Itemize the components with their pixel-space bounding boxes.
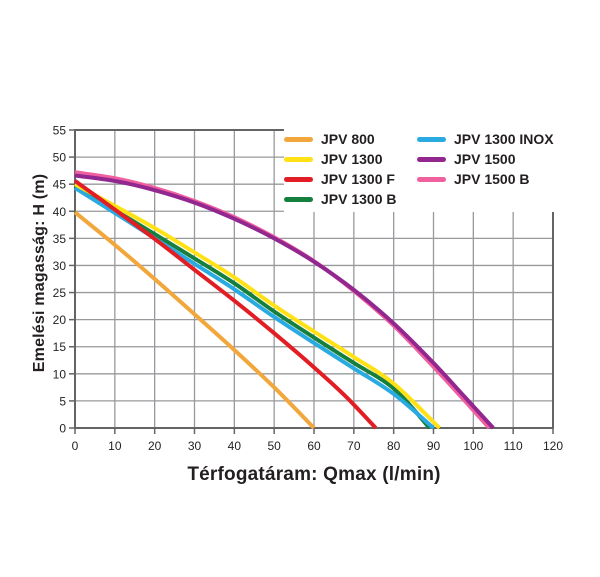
legend-item: JPV 1300 F [284, 169, 417, 189]
y-tick-label: 25 [53, 286, 67, 300]
series-curve-jpv-1300-f [73, 179, 378, 430]
y-tick-label: 35 [53, 232, 67, 246]
legend-label: JPV 1500 B [454, 171, 530, 187]
legend-label: JPV 800 [321, 131, 375, 147]
y-tick-label: 10 [53, 367, 67, 381]
legend-swatch-icon [417, 176, 446, 182]
legend-label: JPV 1300 INOX [454, 131, 554, 147]
x-tick-label: 120 [543, 439, 563, 453]
legend-swatch-icon [284, 176, 313, 182]
y-axis-title: Emelési magasság: H (m) [31, 173, 48, 373]
x-axis-title: Térfogatáram: Qmax (l/min) [187, 464, 441, 485]
y-tick-label: 15 [53, 340, 67, 354]
y-tick-label: 0 [59, 422, 66, 436]
series-curve-jpv-1300 [74, 182, 441, 430]
x-tick-label: 10 [108, 439, 122, 453]
x-tick-label: 70 [347, 439, 361, 453]
x-tick-label: 0 [72, 439, 79, 453]
legend-swatch-icon [284, 136, 313, 142]
y-tick-label: 40 [53, 205, 67, 219]
legend-column: JPV 800 JPV 1300 JPV 1300 F JPV 1300 B [284, 129, 417, 209]
legend-label: JPV 1300 [321, 151, 383, 167]
x-tick-label: 110 [504, 439, 523, 453]
x-tick-label: 40 [228, 439, 242, 453]
series-curve-jpv-800 [73, 210, 316, 430]
x-tick-label: 90 [427, 439, 441, 453]
x-tick-label: 50 [267, 439, 281, 453]
legend-swatch-icon [284, 156, 313, 162]
legend-swatch-icon [284, 196, 313, 202]
legend-item: JPV 1300 INOX [417, 129, 554, 149]
y-tick-label: 55 [53, 124, 67, 138]
y-tick-label: 20 [53, 313, 67, 327]
chart-legend: JPV 800 JPV 1300 JPV 1300 F JPV 1300 B JPV 1… [284, 128, 554, 212]
x-tick-label: 20 [148, 439, 162, 453]
x-tick-label: 80 [387, 439, 401, 453]
x-tick-label: 60 [307, 439, 321, 453]
legend-item: JPV 1500 [417, 149, 554, 169]
series-curve-jpv-1500 [74, 173, 495, 430]
y-tick-label: 5 [59, 394, 66, 408]
x-tick-label: 100 [463, 439, 483, 453]
y-tick-label: 50 [53, 151, 67, 165]
legend-column: JPV 1300 INOX JPV 1500 JPV 1500 B [417, 129, 554, 209]
legend-label: JPV 1300 F [321, 171, 395, 187]
legend-item: JPV 1500 B [417, 169, 554, 189]
y-tick-label: 45 [53, 178, 67, 192]
legend-label: JPV 1500 [454, 151, 516, 167]
legend-item: JPV 1300 B [284, 189, 417, 209]
legend-item: JPV 800 [284, 129, 417, 149]
x-tick-label: 30 [188, 439, 202, 453]
series-curve-jpv-1300-inox [73, 186, 435, 430]
legend-label: JPV 1300 B [321, 191, 397, 207]
y-tick-label: 30 [53, 259, 67, 273]
legend-swatch-icon [417, 136, 446, 142]
legend-swatch-icon [417, 156, 446, 162]
legend-item: JPV 1300 [284, 149, 417, 169]
